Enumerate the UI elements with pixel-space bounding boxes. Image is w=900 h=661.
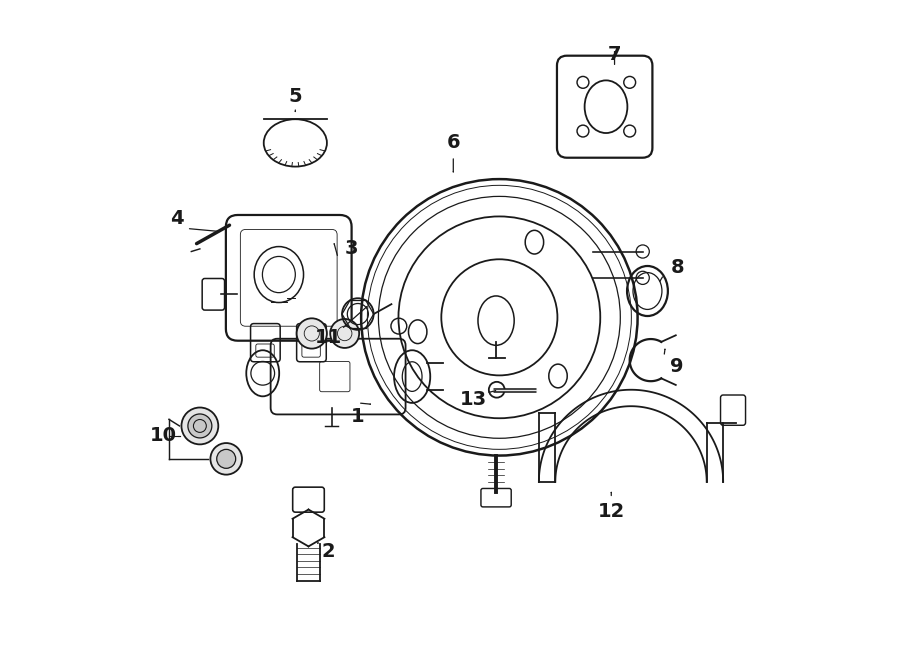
Text: 10: 10: [150, 426, 177, 446]
Circle shape: [182, 408, 219, 444]
Text: 4: 4: [170, 209, 184, 228]
Text: 9: 9: [670, 357, 684, 376]
Circle shape: [188, 414, 212, 438]
Text: 6: 6: [446, 134, 460, 153]
Text: 1: 1: [351, 407, 364, 426]
Circle shape: [211, 443, 242, 475]
Circle shape: [217, 449, 236, 469]
Text: 5: 5: [289, 87, 302, 106]
Circle shape: [330, 319, 359, 348]
Text: 3: 3: [345, 239, 358, 258]
Circle shape: [297, 319, 327, 348]
Text: 11: 11: [315, 328, 342, 346]
Text: 7: 7: [608, 44, 621, 63]
Text: 13: 13: [460, 390, 487, 409]
Text: 12: 12: [598, 502, 625, 521]
Text: 2: 2: [321, 541, 335, 561]
Text: 8: 8: [670, 258, 684, 278]
